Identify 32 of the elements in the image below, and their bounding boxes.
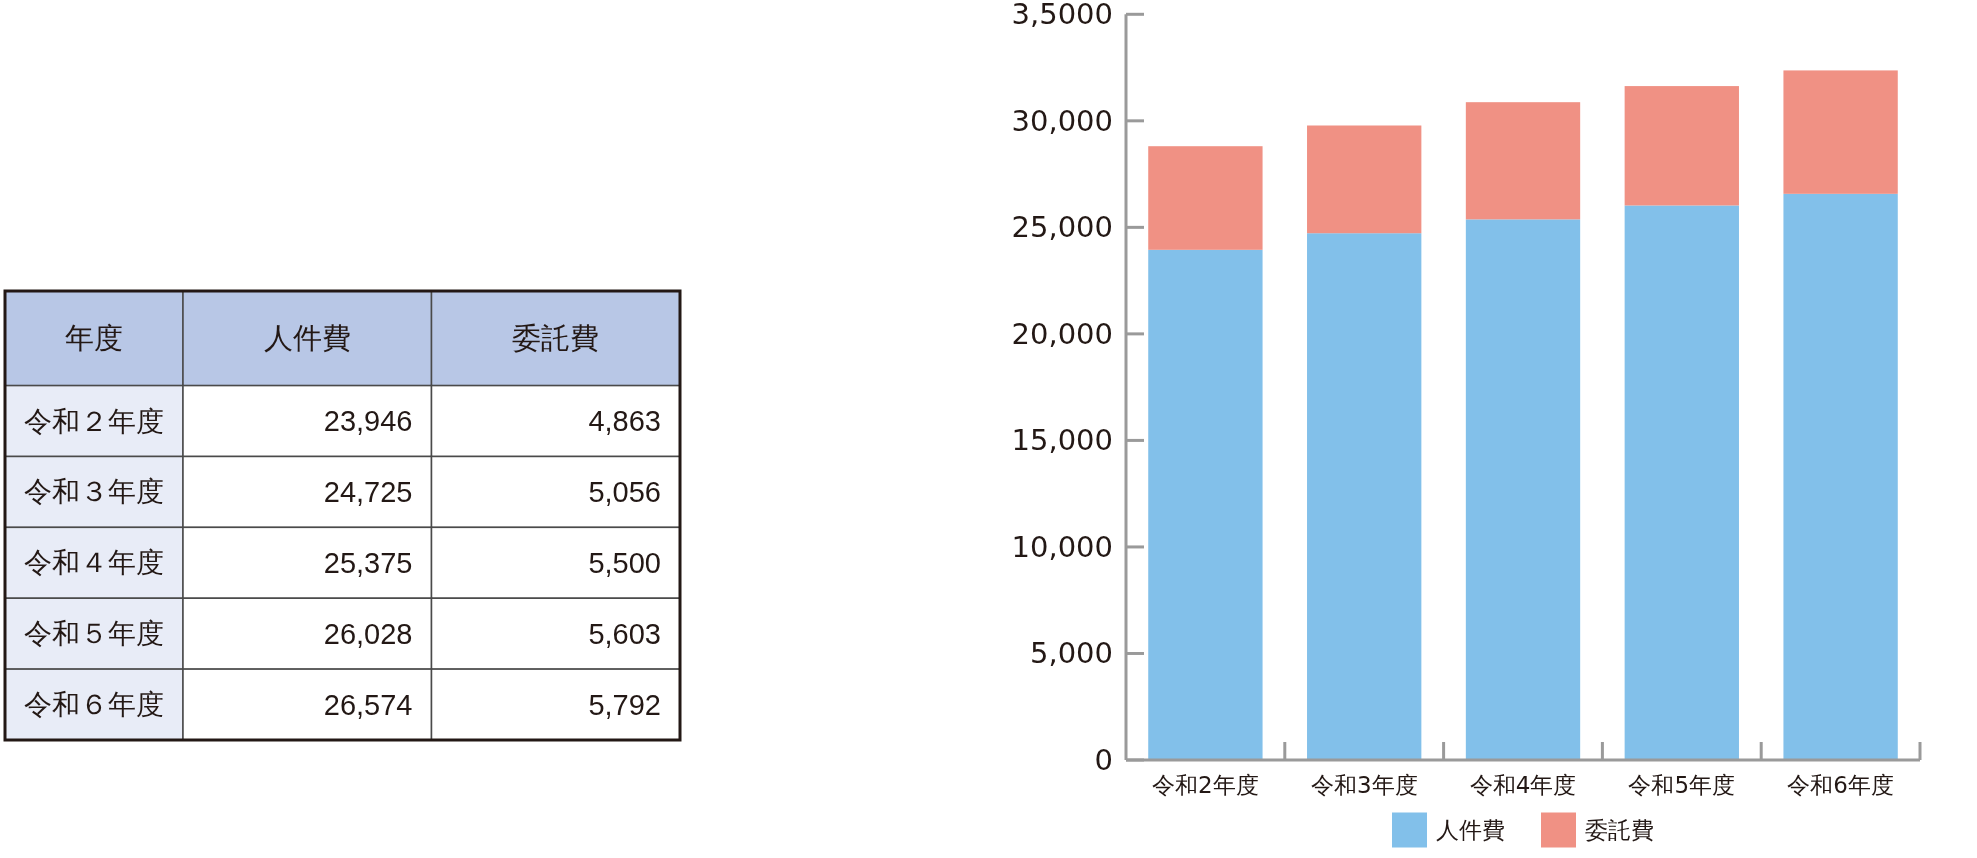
data-label: 25,375 bbox=[323, 546, 413, 579]
data-label: 5,603 bbox=[588, 617, 661, 650]
y-tick-label: 25,000 bbox=[1011, 210, 1113, 245]
data-label: 26,574 bbox=[323, 688, 413, 721]
y-axis-title: 年度 bbox=[65, 321, 123, 356]
y-tick-label: 令和５年度 bbox=[24, 617, 164, 651]
x-tick-label: 令和4年度 bbox=[1469, 772, 1577, 798]
y-tick-label: 0 bbox=[1094, 743, 1113, 777]
legend-label: 委託費 bbox=[1585, 817, 1654, 843]
y-tick-label: 3,5000 bbox=[1011, 0, 1113, 32]
data-label: 23,946 bbox=[323, 405, 413, 438]
y-tick-label: 10,000 bbox=[1011, 529, 1113, 564]
y-tick-label: 20,000 bbox=[1011, 316, 1113, 351]
data-label: 26,028 bbox=[323, 617, 413, 650]
x-tick-label: 令和3年度 bbox=[1310, 772, 1418, 798]
data-label: 5,792 bbox=[588, 688, 661, 721]
data-label: 24,725 bbox=[323, 475, 413, 508]
y-tick-label: 5,000 bbox=[1029, 636, 1113, 671]
y-tick-label: 令和６年度 bbox=[24, 688, 164, 722]
data-label: 4,863 bbox=[588, 405, 661, 438]
y-tick-label: 15,000 bbox=[1011, 423, 1113, 458]
y-tick-label: 30,000 bbox=[1011, 103, 1113, 138]
x-tick-label: 令和6年度 bbox=[1787, 772, 1894, 798]
legend: 人件費 委託費 bbox=[1392, 812, 1654, 848]
data-label: 5,500 bbox=[588, 546, 661, 579]
x-tick-label: 令和2年度 bbox=[1152, 772, 1259, 798]
y-tick-label: 令和２年度 bbox=[24, 404, 164, 438]
x-tick-label: 令和5年度 bbox=[1628, 772, 1736, 798]
y-tick-label: 令和３年度 bbox=[24, 475, 164, 509]
data-label: 5,056 bbox=[588, 475, 661, 508]
y-tick-label: 令和４年度 bbox=[24, 546, 164, 580]
legend-label: 人件費 bbox=[1436, 817, 1505, 843]
